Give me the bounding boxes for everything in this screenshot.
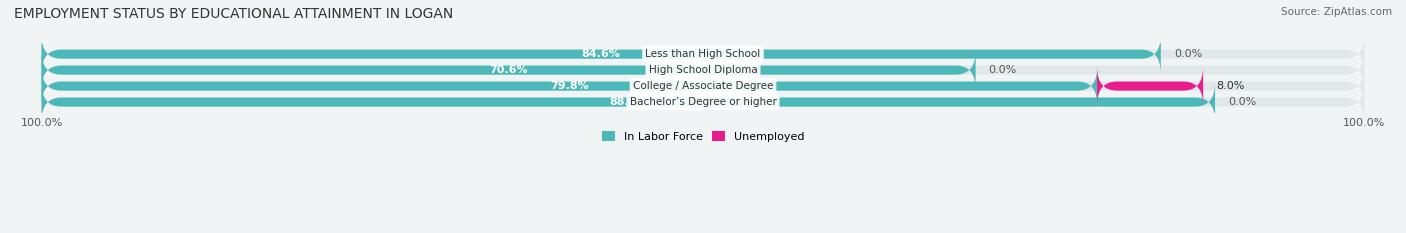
Text: Less than High School: Less than High School: [645, 49, 761, 59]
Text: EMPLOYMENT STATUS BY EDUCATIONAL ATTAINMENT IN LOGAN: EMPLOYMENT STATUS BY EDUCATIONAL ATTAINM…: [14, 7, 453, 21]
FancyBboxPatch shape: [42, 35, 1161, 74]
Text: College / Associate Degree: College / Associate Degree: [633, 81, 773, 91]
FancyBboxPatch shape: [42, 83, 1215, 121]
FancyBboxPatch shape: [42, 51, 1364, 89]
FancyBboxPatch shape: [42, 67, 1364, 106]
Legend: In Labor Force, Unemployed: In Labor Force, Unemployed: [598, 127, 808, 146]
Text: 0.0%: 0.0%: [1227, 97, 1257, 107]
Text: 8.0%: 8.0%: [1216, 81, 1244, 91]
Text: 0.0%: 0.0%: [1174, 49, 1202, 59]
Text: 84.6%: 84.6%: [582, 49, 620, 59]
Text: 88.7%: 88.7%: [609, 97, 648, 107]
Text: 0.0%: 0.0%: [988, 65, 1017, 75]
FancyBboxPatch shape: [42, 67, 1097, 106]
Text: High School Diploma: High School Diploma: [648, 65, 758, 75]
Text: Bachelor’s Degree or higher: Bachelor’s Degree or higher: [630, 97, 776, 107]
FancyBboxPatch shape: [42, 83, 1364, 121]
FancyBboxPatch shape: [1097, 67, 1204, 106]
Text: Source: ZipAtlas.com: Source: ZipAtlas.com: [1281, 7, 1392, 17]
FancyBboxPatch shape: [42, 51, 976, 89]
FancyBboxPatch shape: [42, 35, 1364, 74]
Text: 70.6%: 70.6%: [489, 65, 527, 75]
Text: 79.8%: 79.8%: [550, 81, 589, 91]
